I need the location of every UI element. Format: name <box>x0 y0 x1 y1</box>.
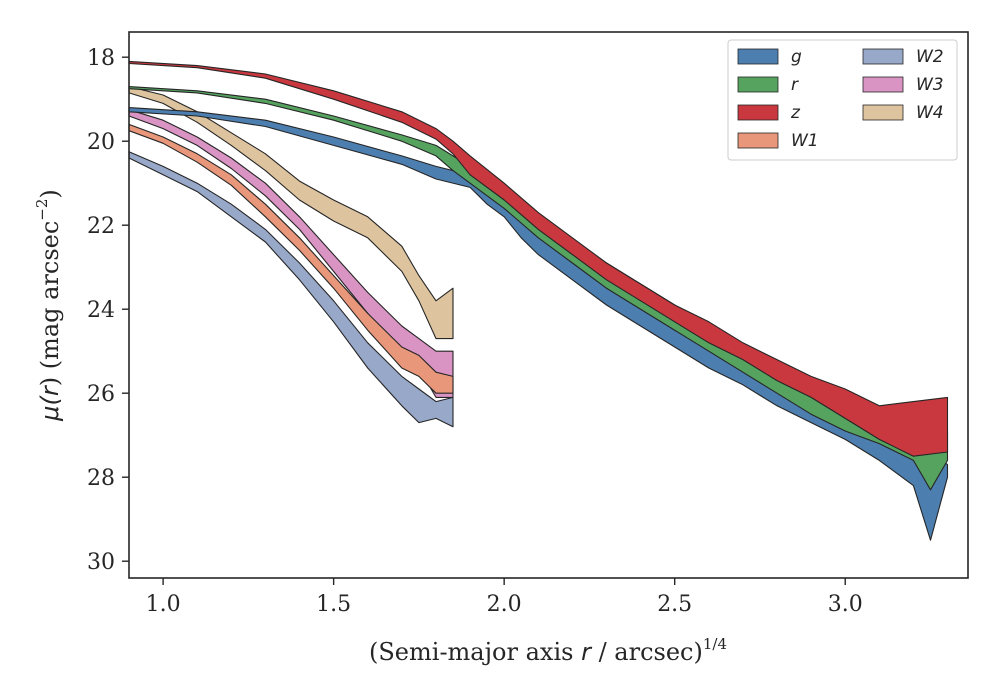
legend-label-r: r <box>791 75 799 95</box>
y-axis-label-close: ) <box>36 189 64 198</box>
x-axis-label-part-2: / arcsec) <box>591 638 703 666</box>
y-tick-label: 24 <box>87 298 115 323</box>
x-tick-label: 3.0 <box>828 592 863 617</box>
x-tick-label: 1.5 <box>316 592 351 617</box>
legend-label-w4: W4 <box>916 103 944 123</box>
legend: grz W1 W2 W3 W4 <box>727 39 958 161</box>
legend-swatch-z <box>737 104 779 121</box>
x-axis: 1.0 1.5 2.0 2.5 3.0 <box>146 578 863 617</box>
x-axis-label: (Semi-major axis r / arcsec)1/4 <box>369 635 727 666</box>
x-axis-label-variable: r <box>581 638 593 666</box>
series-bands <box>128 60 949 541</box>
y-axis: 18 20 22 24 26 28 30 <box>87 46 129 575</box>
x-tick-label: 2.5 <box>657 592 692 617</box>
legend-swatch-w2 <box>862 48 904 65</box>
legend-label-w3: W3 <box>916 75 944 95</box>
y-axis-label-exponent: −2 <box>33 199 51 221</box>
y-axis-label-mu: μ( <box>36 395 64 422</box>
y-tick-label: 18 <box>87 46 115 71</box>
x-axis-label-part-1: (Semi-major axis <box>369 638 581 666</box>
plot-frame <box>128 31 969 579</box>
band-w2 <box>128 151 454 428</box>
legend-swatch-w3 <box>862 76 904 93</box>
legend-label-z: z <box>790 103 801 123</box>
y-tick-label: 20 <box>87 130 115 155</box>
y-tick-label: 26 <box>87 382 115 407</box>
legend-swatch-w4 <box>862 104 904 121</box>
y-tick-label: 22 <box>87 214 115 239</box>
y-axis-label: μ(r) (mag arcsec−2) <box>33 189 64 422</box>
x-tick-label: 1.0 <box>146 592 181 617</box>
y-axis-label-unit: ) (mag arcsec <box>36 221 64 387</box>
legend-label-w2: W2 <box>916 47 944 67</box>
x-axis-label-exponent: 1/4 <box>703 635 727 653</box>
band-z <box>128 60 949 457</box>
legend-label-g: g <box>791 47 802 67</box>
band-w4 <box>128 86 454 340</box>
band-w1 <box>128 123 454 394</box>
y-tick-label: 28 <box>87 466 115 491</box>
legend-swatch-r <box>737 76 779 93</box>
x-tick-label: 2.0 <box>487 592 522 617</box>
legend-label-w1: W1 <box>791 131 819 151</box>
y-axis-label-variable: r <box>36 384 64 396</box>
legend-swatch-w1 <box>737 132 779 149</box>
legend-box <box>727 39 958 161</box>
y-tick-label: 30 <box>87 550 115 575</box>
legend-swatch-g <box>737 48 779 65</box>
